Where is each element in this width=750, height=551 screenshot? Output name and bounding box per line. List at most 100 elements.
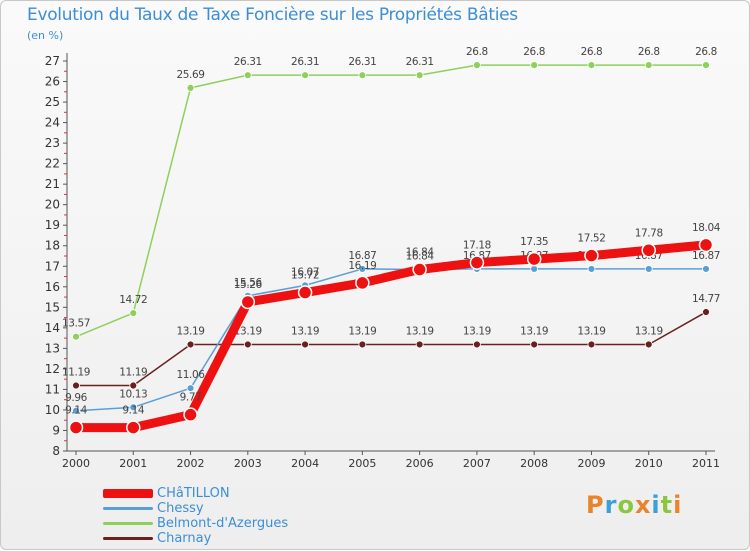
- data-label-chessy: 10.13: [119, 388, 147, 400]
- data-point-charnay: [358, 340, 367, 349]
- data-label-charnay: 13.19: [348, 325, 376, 337]
- data-point-chessy: [186, 384, 195, 393]
- data-point-charnay: [415, 340, 424, 349]
- data-point-charnay: [473, 340, 481, 349]
- data-label-chessy: 16.84: [406, 251, 435, 263]
- data-point-belmont-d-azergues: [358, 71, 367, 80]
- data-point-belmont-d-azergues: [186, 83, 195, 92]
- data-point-chessy: [72, 406, 80, 415]
- data-label-belmont-d-azergues: 26.8: [695, 46, 717, 58]
- y-tick-label: 8: [52, 444, 60, 458]
- data-label-ch-tillon: 17.35: [520, 236, 548, 248]
- legend: CHâTILLON Chessy Belmont-d'Azergues Char…: [103, 486, 288, 546]
- data-point-charnay: [72, 381, 80, 390]
- logo-letter: x: [634, 491, 652, 519]
- data-label-ch-tillon: 15.72: [291, 270, 319, 282]
- data-label-chessy: 16.87: [692, 250, 720, 262]
- data-label-charnay: 14.77: [692, 293, 720, 305]
- data-label-chessy: 16.07: [291, 266, 319, 278]
- data-label-belmont-d-azergues: 26.8: [581, 46, 603, 58]
- data-label-belmont-d-azergues: 14.72: [119, 294, 147, 306]
- data-label-belmont-d-azergues: 26.31: [234, 56, 262, 68]
- data-label-belmont-d-azergues: 26.8: [523, 46, 545, 58]
- y-tick-label: 10: [45, 403, 60, 417]
- legend-label-chessy: Chessy: [157, 501, 204, 516]
- data-point-ch-tillon: [68, 420, 84, 435]
- x-tick-label: 2011: [692, 457, 720, 470]
- legend-item-chessy: Chessy: [103, 501, 288, 516]
- logo-letter: i: [673, 491, 683, 519]
- y-tick-label: 22: [45, 157, 60, 171]
- data-label-chessy: 16.87: [348, 250, 376, 262]
- data-label-charnay: 11.19: [62, 367, 90, 379]
- series-line-belmont-d-azergues: [75, 64, 707, 338]
- data-label-charnay: 11.19: [119, 367, 147, 379]
- data-point-chessy: [702, 265, 710, 273]
- data-point-ch-tillon: [469, 255, 485, 270]
- data-label-chessy: 11.06: [177, 369, 206, 381]
- y-tick-label: 19: [45, 218, 60, 232]
- data-label-belmont-d-azergues: 26.8: [638, 46, 660, 58]
- data-point-charnay: [587, 340, 596, 349]
- data-label-charnay: 13.19: [291, 325, 319, 337]
- data-point-belmont-d-azergues: [473, 61, 481, 70]
- data-point-chessy: [644, 265, 653, 273]
- chart-title: Evolution du Taux de Taxe Foncière sur l…: [27, 5, 518, 25]
- data-label-ch-tillon: 9.77: [180, 392, 202, 404]
- x-tick-label: 2007: [463, 457, 491, 470]
- x-tick-label: 2003: [234, 457, 262, 470]
- data-label-belmont-d-azergues: 25.69: [177, 69, 205, 81]
- y-tick-label: 23: [45, 136, 60, 150]
- legend-swatch-belmont: [103, 522, 153, 525]
- data-label-charnay: 13.19: [577, 325, 605, 337]
- legend-swatch-charnay: [103, 537, 153, 540]
- data-point-ch-tillon: [297, 285, 313, 300]
- data-label-ch-tillon: 16.84: [406, 247, 435, 259]
- data-label-charnay: 13.19: [177, 325, 205, 337]
- data-label-chessy: 9.96: [65, 392, 87, 404]
- legend-swatch-chatillon: [103, 489, 153, 498]
- y-tick-label: 17: [45, 259, 60, 273]
- data-label-ch-tillon: 9.14: [65, 405, 87, 417]
- y-tick-label: 27: [45, 54, 60, 68]
- data-label-ch-tillon: 17.52: [577, 233, 605, 245]
- x-tick-label: 2008: [520, 457, 548, 470]
- data-label-charnay: 13.19: [463, 325, 491, 337]
- data-label-ch-tillon: 9.14: [122, 405, 144, 417]
- data-point-ch-tillon: [412, 262, 427, 277]
- data-point-belmont-d-azergues: [243, 71, 252, 80]
- x-tick-label: 2002: [177, 457, 205, 470]
- y-tick-label: 25: [45, 95, 60, 109]
- logo-letter: o: [617, 491, 635, 519]
- data-point-charnay: [530, 340, 539, 349]
- series-line-chessy: [75, 268, 707, 412]
- logo-letter: t: [660, 491, 674, 519]
- x-tick-label: 2005: [348, 457, 376, 470]
- data-point-charnay: [186, 340, 195, 349]
- data-point-belmont-d-azergues: [129, 309, 138, 317]
- data-point-ch-tillon: [183, 407, 198, 422]
- data-point-chessy: [587, 265, 596, 273]
- data-label-ch-tillon: 16.19: [348, 260, 376, 272]
- legend-swatch-chessy: [103, 507, 153, 510]
- x-tick-label: 2010: [635, 457, 663, 470]
- y-tick-label: 18: [45, 239, 60, 253]
- x-tick-label: 2000: [62, 457, 90, 470]
- legend-label-chatillon: CHâTILLON: [157, 486, 230, 501]
- y-tick-label: 24: [45, 116, 60, 130]
- data-label-charnay: 13.19: [635, 325, 663, 337]
- data-point-ch-tillon: [526, 251, 542, 267]
- data-point-chessy: [358, 265, 367, 273]
- y-tick-label: 11: [45, 382, 60, 396]
- data-label-chessy: 15.56: [234, 277, 263, 289]
- data-point-ch-tillon: [126, 420, 141, 435]
- data-point-belmont-d-azergues: [702, 61, 710, 70]
- logo-letter: i: [651, 491, 661, 519]
- data-point-ch-tillon: [698, 237, 714, 253]
- y-tick-label: 15: [45, 300, 60, 314]
- proxiti-logo: Proxiti: [586, 491, 682, 519]
- legend-item-belmont: Belmont-d'Azergues: [103, 516, 288, 531]
- data-point-charnay: [702, 308, 710, 316]
